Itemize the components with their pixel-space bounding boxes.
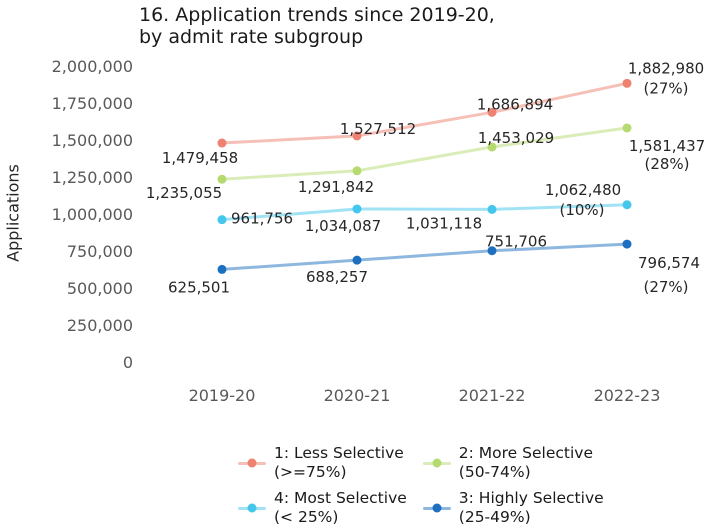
- legend-label: 4: Most Selective (< 25%): [274, 489, 407, 526]
- final-pct-label: (27%): [643, 278, 688, 296]
- data-point-marker: [352, 166, 362, 176]
- data-point-marker: [217, 174, 227, 184]
- data-label: 961,756: [231, 210, 293, 228]
- data-point-marker: [622, 78, 632, 88]
- legend-item-4: 3: Highly Selective (25-49%): [422, 489, 604, 526]
- legend-label: 3: Highly Selective (25-49%): [458, 489, 604, 526]
- data-label: 1,235,055: [146, 184, 222, 202]
- y-tick-label: 1,250,000: [52, 168, 133, 187]
- data-label: 1,062,480: [545, 181, 621, 199]
- legend-item-3: 4: Most Selective (< 25%): [238, 489, 407, 526]
- series-4-labels: 625,501 688,257 751,706 796,574 (27%): [168, 233, 700, 297]
- data-label: 1,034,087: [305, 217, 381, 235]
- data-point-marker: [487, 204, 497, 214]
- data-label: 1,527,512: [340, 120, 416, 138]
- data-label: 1,686,894: [477, 95, 553, 113]
- x-tick-label: 2020-21: [324, 386, 391, 405]
- data-label: 1,581,437: [629, 137, 705, 155]
- y-tick-label: 0: [123, 353, 133, 372]
- y-tick-label: 1,500,000: [52, 131, 133, 150]
- data-label: 688,257: [306, 268, 368, 286]
- legend-line-marker-icon: [238, 458, 266, 468]
- data-point-marker: [622, 239, 632, 249]
- final-pct-label: (10%): [559, 201, 604, 219]
- data-point-marker: [487, 246, 497, 256]
- data-point-marker: [352, 131, 362, 141]
- data-point-marker: [352, 255, 362, 265]
- series-2: [217, 123, 632, 184]
- series-line: [220, 126, 629, 181]
- legend-item-1: 1: Less Selective (>=75%): [238, 444, 407, 482]
- final-pct-label: (28%): [644, 155, 689, 173]
- y-tick-label: 1,000,000: [52, 205, 133, 224]
- data-point-marker: [217, 138, 227, 148]
- x-tick-labels: 2019-20 2020-21 2021-22 2022-23: [189, 386, 661, 405]
- series-3-labels: 961,756 1,034,087 1,031,118 1,062,480 (10%): [231, 181, 621, 235]
- legend-line-marker-icon: [238, 503, 266, 513]
- y-tick-label: 250,000: [67, 316, 133, 335]
- series-3: [217, 200, 632, 225]
- chart-title: 16. Application trends since 2019-20, by…: [139, 4, 495, 48]
- legend-label: 1: Less Selective (>=75%): [274, 444, 404, 481]
- data-label: 625,501: [168, 278, 230, 296]
- series-1: [217, 78, 632, 148]
- series-line: [220, 203, 629, 222]
- y-tick-label: 1,750,000: [52, 94, 133, 113]
- data-label: 1,031,118: [406, 214, 482, 232]
- data-point-marker: [487, 142, 497, 152]
- y-tick-label: 750,000: [67, 242, 133, 261]
- final-pct-label: (27%): [643, 79, 688, 97]
- data-label: 796,574: [638, 254, 700, 272]
- x-tick-label: 2022-23: [594, 386, 661, 405]
- data-point-marker: [487, 107, 497, 117]
- data-point-marker: [217, 215, 227, 225]
- x-tick-label: 2019-20: [189, 386, 256, 405]
- legend-label: 2: More Selective (50-74%): [458, 444, 593, 481]
- series-2-labels: 1,235,055 1,291,842 1,453,029 1,581,437(28%…: [146, 129, 705, 202]
- data-label: 1,479,458: [162, 149, 238, 167]
- legend: 1: Less Selective (>=75%) 2: More Selectiv…: [238, 444, 604, 526]
- legend-item-2: 2: More Selective (50-74%): [422, 444, 604, 482]
- legend-line-marker-icon: [422, 458, 451, 468]
- series-line: [220, 81, 629, 145]
- data-label: 1,291,842: [298, 178, 374, 196]
- y-tick-label: 500,000: [67, 279, 133, 298]
- data-point-marker: [352, 204, 362, 214]
- legend-line-marker-icon: [422, 503, 451, 513]
- data-point-marker: [217, 264, 227, 274]
- data-label: 1,882,980: [628, 59, 704, 77]
- data-label: 751,706: [485, 233, 547, 251]
- series-4: [217, 239, 632, 274]
- data-point-marker: [622, 123, 632, 133]
- series-1-labels: 1,479,458 1,527,512 1,686,894 1,882,980 (27%…: [162, 59, 704, 167]
- series-line: [220, 242, 629, 271]
- data-label: 1,453,029: [478, 129, 554, 147]
- y-tick-labels: 0 250,000 500,000 750,000 1,000,000 1,250,000…: [52, 57, 133, 372]
- y-tick-label: 2,000,000: [52, 57, 133, 76]
- data-point-marker: [622, 200, 632, 210]
- x-tick-label: 2021-22: [459, 386, 526, 405]
